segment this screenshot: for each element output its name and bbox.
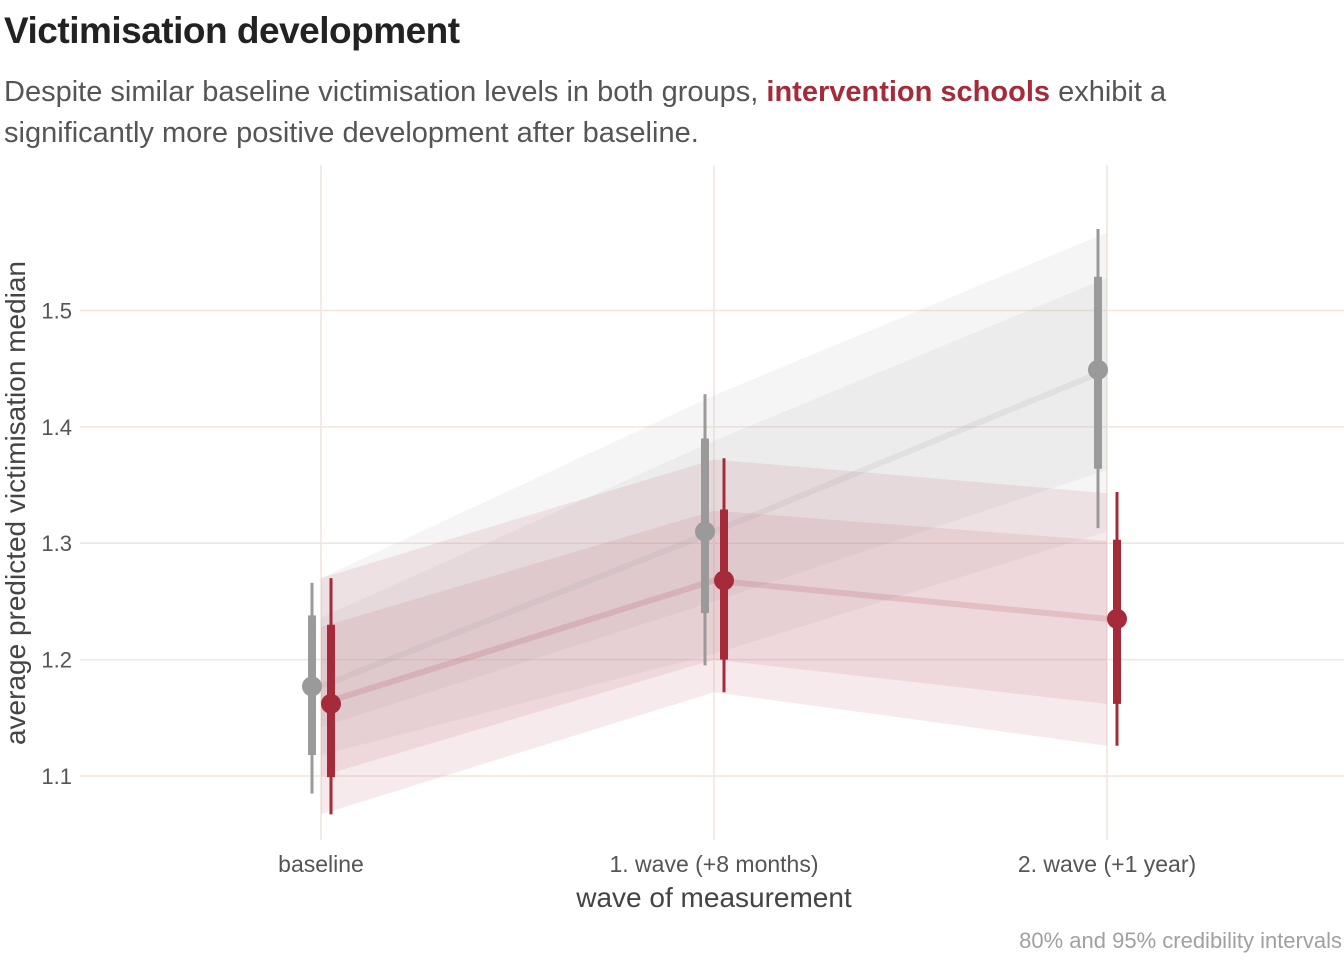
chart-area: 1.1 1.2 1.3 1.4 1.5 baseline 1. wave (+8 month… [0, 165, 1344, 913]
intervention-median-point [321, 693, 341, 714]
x-tick-label: 1. wave (+8 months) [609, 851, 818, 877]
control-median-point [302, 676, 322, 697]
control-band95-ribbon [321, 232, 1107, 756]
subtitle-highlight-intervention: intervention schools [766, 76, 1051, 108]
control-median-point [695, 521, 715, 542]
subtitle-text-end: exhibit a significantly more positive de… [4, 76, 1167, 149]
x-axis-title: wave of measurement [575, 882, 852, 913]
chart-title: Victimisation development [4, 10, 460, 51]
x-tick-label: 2. wave (+1 year) [1018, 851, 1196, 877]
y-axis-title: average predicted victimisation median [0, 261, 31, 745]
y-tick-label: 1.1 [41, 764, 72, 789]
x-tick-label: baseline [278, 851, 364, 877]
subtitle-text-start: Despite similar baseline victimisation l… [4, 76, 767, 108]
intervention-median-point [1107, 608, 1127, 629]
chart-caption: 80% and 95% credibility intervals [1019, 928, 1342, 953]
intervention-band80-ribbon [321, 510, 1107, 776]
y-tick-label: 1.4 [41, 415, 72, 440]
intervention-median-point [714, 570, 734, 591]
y-tick-label: 1.5 [41, 298, 72, 323]
intervention-band95-ribbon [321, 459, 1107, 815]
y-tick-label: 1.3 [41, 531, 72, 556]
y-tick-label: 1.2 [41, 648, 72, 673]
chart-subtitle: Despite similar baseline victimisation l… [4, 72, 1324, 154]
control-band80-ribbon [321, 277, 1107, 728]
control-median-point [1088, 359, 1108, 380]
